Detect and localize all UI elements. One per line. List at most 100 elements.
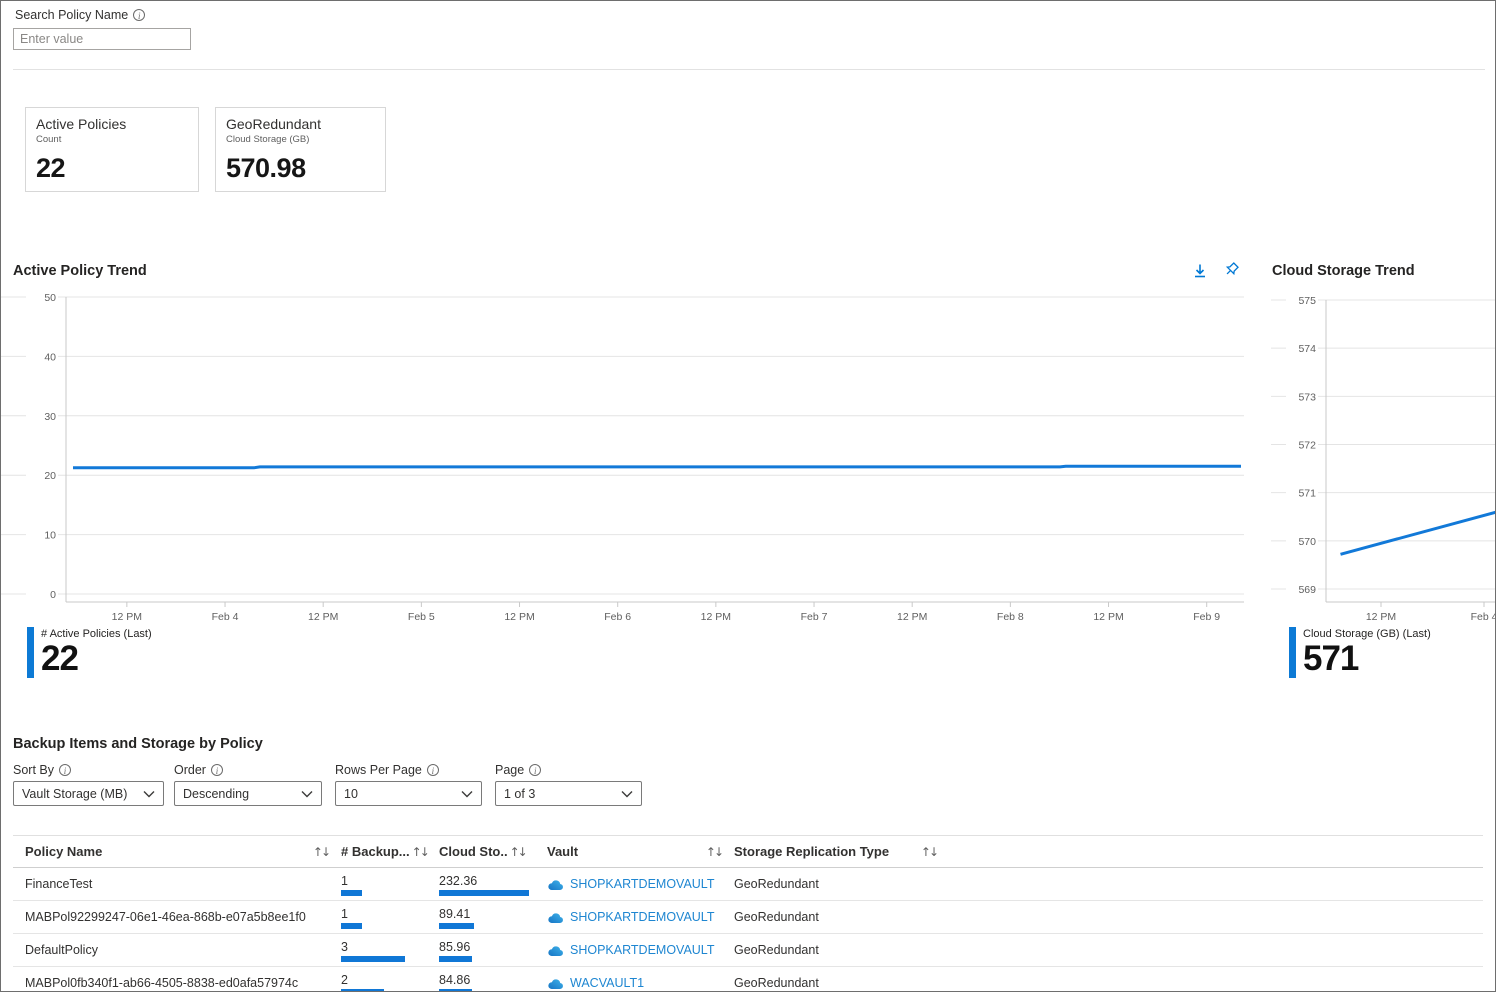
svg-text:570: 570 — [1298, 536, 1316, 548]
page-label: Page — [495, 763, 542, 777]
order-label-text: Order — [174, 763, 206, 777]
search-policy-label-text: Search Policy Name — [15, 8, 129, 22]
page-select[interactable]: 1 of 3 — [495, 781, 642, 806]
order-label: Order — [174, 763, 223, 777]
vault-cell: SHOPKARTDEMOVAULT — [547, 877, 734, 891]
rows-per-page-label: Rows Per Page — [335, 763, 439, 777]
card-value: 22 — [36, 153, 66, 183]
svg-text:12 PM: 12 PM — [112, 611, 142, 623]
table-row: DefaultPolicy 3 85.96 SHOPKARTDEMOVAULT GeoR… — [13, 934, 1483, 967]
sort-arrows-icon[interactable]: ↑↓ — [920, 844, 939, 859]
cloud-storage-cell-value: 232.36 — [439, 874, 478, 888]
table-section-title: Backup Items and Storage by Policy — [13, 736, 263, 752]
backup-items-cell: 3 — [341, 934, 439, 966]
table-row: MABPol0fb340f1-ab66-4505-8838-ed0afa5797… — [13, 967, 1483, 991]
legend-value: 571 — [1303, 639, 1359, 678]
order-select[interactable]: Descending — [174, 781, 322, 806]
download-icon[interactable] — [1191, 262, 1209, 280]
sort-by-label-text: Sort By — [13, 763, 54, 777]
svg-text:30: 30 — [44, 411, 56, 423]
cloud-storage-cell: 84.86 — [439, 967, 547, 991]
policy-table: Policy Name ↑↓ # Backup... ↑↓ Cloud Sto.. ↑↓ V… — [13, 835, 1483, 991]
column-header-2: # Backup... ↑↓ — [341, 844, 439, 859]
data-bar — [341, 956, 405, 962]
vault-cell: SHOPKARTDEMOVAULT — [547, 910, 734, 924]
svg-text:575: 575 — [1298, 295, 1316, 307]
cloud-storage-trend-title: Cloud Storage Trend — [1272, 263, 1415, 279]
svg-text:12 PM: 12 PM — [308, 611, 338, 623]
column-label: Vault — [547, 844, 579, 859]
column-label: # Backup... — [341, 844, 410, 859]
backup-items-cell: 1 — [341, 868, 439, 900]
cloud-storage-cell-value: 84.86 — [439, 973, 471, 987]
backup-items-cell-value: 3 — [341, 940, 348, 954]
column-header-1: Policy Name ↑↓ — [13, 844, 341, 859]
sort-arrows-icon[interactable]: ↑↓ — [705, 844, 724, 859]
georedundant-card: GeoRedundant Cloud Storage (GB) 570.98 — [215, 107, 386, 192]
vault-link[interactable]: SHOPKARTDEMOVAULT — [570, 910, 715, 924]
svg-text:572: 572 — [1298, 440, 1316, 452]
column-label: Cloud Sto.. — [439, 844, 508, 859]
data-bar — [439, 923, 474, 929]
legend-color-bar — [1289, 627, 1296, 678]
column-label: Policy Name — [25, 844, 103, 859]
svg-text:10: 10 — [44, 530, 56, 542]
pin-icon[interactable] — [1223, 261, 1241, 279]
svg-text:20: 20 — [44, 470, 56, 482]
svg-text:Feb 6: Feb 6 — [604, 611, 631, 623]
search-input[interactable] — [13, 28, 191, 50]
rows-per-page-select[interactable]: 10 — [335, 781, 482, 806]
cloud-storage-trend-chart: 569 570 571 572 573 574 575 12 PM Feb 4 — [1271, 293, 1495, 623]
backup-items-cell-value: 1 — [341, 907, 348, 921]
card-value: 570.98 — [226, 153, 306, 183]
data-bar — [341, 923, 362, 929]
order-value: Descending — [183, 786, 250, 801]
svg-text:569: 569 — [1298, 584, 1316, 596]
sort-arrows-icon[interactable]: ↑↓ — [411, 844, 430, 859]
svg-text:573: 573 — [1298, 391, 1316, 403]
vault-link[interactable]: WACVAULT1 — [570, 976, 645, 990]
cloud-icon — [548, 978, 563, 989]
column-header-4: Vault ↑↓ — [547, 844, 734, 859]
column-header-3: Cloud Sto.. ↑↓ — [439, 844, 547, 859]
legend-label: Cloud Storage (GB) (Last) — [1303, 628, 1431, 640]
cloud-storage-cell-value: 85.96 — [439, 940, 471, 954]
replication-type-cell: GeoRedundant — [734, 976, 819, 990]
search-policy-label: Search Policy Name — [15, 8, 146, 22]
policy-name-cell: MABPol0fb340f1-ab66-4505-8838-ed0afa5797… — [25, 976, 299, 990]
svg-text:Feb 9: Feb 9 — [1193, 611, 1220, 623]
vault-link[interactable]: SHOPKARTDEMOVAULT — [570, 943, 715, 957]
svg-text:12 PM: 12 PM — [1366, 611, 1396, 623]
cloud-storage-legend: Cloud Storage (GB) (Last) 571 — [1289, 627, 1431, 678]
backup-items-cell-value: 1 — [341, 874, 348, 888]
sort-arrows-icon[interactable]: ↑↓ — [509, 844, 528, 859]
chevron-down-icon — [621, 790, 633, 797]
table-row: FinanceTest 1 232.36 SHOPKARTDEMOVAULT GeoRe… — [13, 868, 1483, 901]
page-value: 1 of 3 — [504, 786, 536, 801]
replication-type-cell: GeoRedundant — [734, 877, 819, 891]
svg-text:0: 0 — [50, 589, 56, 601]
backup-items-cell: 1 — [341, 901, 439, 933]
info-icon — [210, 764, 223, 776]
sort-arrows-icon[interactable]: ↑↓ — [312, 844, 331, 859]
svg-text:12 PM: 12 PM — [701, 611, 731, 623]
active-policy-trend-title: Active Policy Trend — [13, 263, 147, 279]
backup-items-cell: 2 — [341, 967, 439, 991]
info-icon — [426, 764, 439, 776]
cloud-storage-cell-value: 89.41 — [439, 907, 471, 921]
chevron-down-icon — [143, 790, 155, 797]
svg-text:12 PM: 12 PM — [504, 611, 534, 623]
svg-text:50: 50 — [44, 292, 56, 304]
card-title: GeoRedundant — [226, 116, 321, 132]
sort-by-label: Sort By — [13, 763, 71, 777]
legend-color-bar — [27, 627, 34, 678]
column-header-5: Storage Replication Type ↑↓ — [734, 844, 949, 859]
svg-text:40: 40 — [44, 351, 56, 363]
sort-by-value: Vault Storage (MB) — [22, 786, 128, 801]
vault-link[interactable]: SHOPKARTDEMOVAULT — [570, 877, 715, 891]
svg-text:Feb 7: Feb 7 — [801, 611, 828, 623]
sort-by-select[interactable]: Vault Storage (MB) — [13, 781, 164, 806]
active-policy-trend-chart: 0 10 20 30 40 50 12 PM Feb 4 12 PM Feb 5 12 PM Feb … — [1, 290, 1244, 623]
cloud-icon — [548, 945, 563, 956]
policy-name-cell: DefaultPolicy — [25, 943, 98, 957]
